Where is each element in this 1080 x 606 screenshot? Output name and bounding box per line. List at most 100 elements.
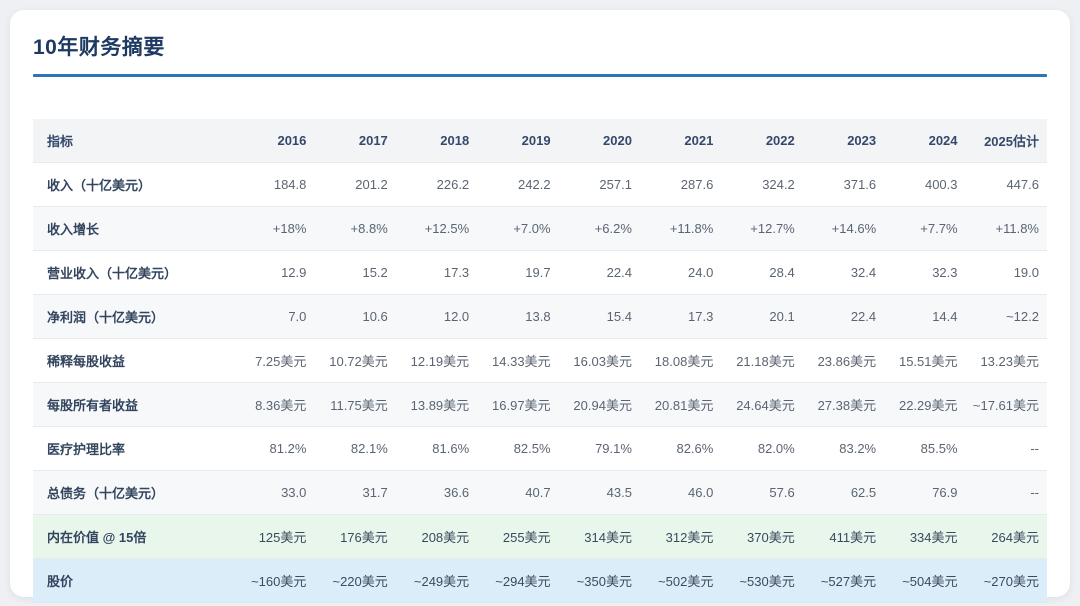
table-cell: 324.2 — [762, 177, 795, 192]
page-title: 10年财务摘要 — [33, 36, 165, 59]
table-cell: 287.6 — [680, 177, 714, 192]
table-cell: 7.25美元 — [255, 354, 307, 369]
table-row: 医疗护理比率 81.2% 82.1% 81.6% 82.5% 79.1% 82.6% 82.0… — [33, 426, 1047, 471]
table-cell: ~527美元 — [820, 574, 877, 589]
column-header-year: 2017 — [314, 119, 396, 163]
table-cell: 43.5 — [606, 485, 632, 500]
financial-summary-table: 指标 2016 2017 2018 2019 2020 2021 2022 2023 2024 2… — [33, 119, 1047, 603]
table-cell: 24.64美元 — [736, 398, 795, 413]
table-cell: 125美元 — [258, 530, 307, 545]
table-cell: 15.51美元 — [898, 354, 958, 369]
table-cell: ~17.61美元 — [972, 398, 1039, 413]
column-header-year: 2021 — [639, 119, 722, 163]
column-header-year: 2018 — [395, 119, 478, 163]
table-row: 每股所有者收益 8.36美元 11.75美元 13.89美元 16.97美元 20.94美… — [33, 382, 1047, 427]
column-header-indicator: 指标 — [33, 119, 233, 163]
table-cell: 12.19美元 — [410, 354, 470, 369]
table-cell: 16.97美元 — [492, 398, 551, 413]
table-cell: 13.89美元 — [410, 398, 470, 413]
table-cell: 32.3 — [932, 265, 958, 280]
table-cell: 82.0% — [757, 441, 795, 456]
table-cell: 62.5 — [850, 485, 877, 500]
table-cell: 21.18美元 — [736, 354, 795, 369]
table-cell: 208美元 — [421, 530, 470, 545]
table-cell: ~530美元 — [739, 574, 795, 589]
table-cell: 79.1% — [595, 441, 632, 456]
table-cell: ~249美元 — [413, 574, 470, 589]
table-cell: 14.33美元 — [492, 354, 551, 369]
table-cell: +18% — [272, 221, 307, 236]
table-row: 净利润（十亿美元） 7.0 10.6 12.0 13.8 15.4 17.3 20.1 22.4… — [33, 294, 1047, 339]
summary-card: 10年财务摘要 指标 2016 2017 2018 2019 2020 2021 2022 2… — [10, 10, 1070, 603]
table-cell: +12.5% — [424, 221, 470, 236]
table-cell: 22.29美元 — [898, 398, 958, 413]
table-cell: 83.2% — [839, 441, 877, 456]
row-label: 每股所有者收益 — [47, 398, 139, 413]
table-cell: 18.08美元 — [654, 354, 714, 369]
table-cell: +14.6% — [831, 221, 877, 236]
table-cell: +12.7% — [750, 221, 795, 236]
table-cell: 314美元 — [584, 530, 632, 545]
table-cell: 11.75美元 — [330, 398, 388, 413]
table-cell: +11.8% — [669, 221, 714, 236]
table-cell: 81.6% — [432, 441, 470, 456]
table-cell: 12.9 — [281, 265, 307, 280]
table-cell: 81.2% — [269, 441, 307, 456]
table-cell: 201.2 — [355, 177, 388, 192]
table-cell: ~294美元 — [495, 574, 551, 589]
table-cell: ~270美元 — [983, 574, 1039, 589]
column-header-year: 2024 — [884, 119, 966, 163]
row-label: 收入（十亿美元） — [47, 178, 152, 193]
table-cell: 20.94美元 — [573, 398, 632, 413]
column-header-year: 2023 — [802, 119, 885, 163]
row-label: 股价 — [47, 574, 74, 589]
table-cell: 22.4 — [606, 265, 632, 280]
table-cell: ~12.2 — [1006, 309, 1039, 324]
table-row: 股价 ~160美元 ~220美元 ~249美元 ~294美元 ~350美元 ~502美元 ~5… — [33, 558, 1047, 603]
title-underline — [33, 74, 1047, 77]
table-cell: 33.0 — [281, 485, 307, 500]
table-cell: ~504美元 — [902, 574, 958, 589]
column-header-year: 2025估计 — [965, 119, 1047, 163]
table-cell: 46.0 — [688, 485, 714, 500]
table-cell: 15.2 — [362, 265, 388, 280]
table-cell: 8.36美元 — [255, 398, 307, 413]
table-cell: ~160美元 — [251, 574, 307, 589]
table-row: 内在价值 @ 15倍 125美元 176美元 208美元 255美元 314美元 312美元… — [33, 514, 1047, 559]
row-label: 收入增长 — [47, 222, 100, 237]
table-cell: 82.5% — [513, 441, 551, 456]
table-cell: +6.2% — [594, 221, 632, 236]
row-label: 总债务（十亿美元） — [47, 486, 165, 501]
table-cell: 13.8 — [525, 309, 551, 324]
row-label: 净利润（十亿美元） — [47, 310, 165, 325]
table-cell: +11.8% — [995, 221, 1040, 236]
table-cell: 23.86美元 — [817, 354, 877, 369]
table-cell: 85.5% — [920, 441, 958, 456]
row-label: 稀释每股收益 — [47, 354, 126, 369]
table-cell: -- — [1030, 441, 1039, 456]
table-cell: 20.81美元 — [654, 398, 714, 413]
table-cell: ~350美元 — [576, 574, 632, 589]
table-cell: 27.38美元 — [817, 398, 877, 413]
row-label: 营业收入（十亿美元） — [47, 266, 178, 281]
table-cell: ~220美元 — [332, 574, 388, 589]
table-cell: 19.7 — [525, 265, 551, 280]
table-cell: 334美元 — [909, 530, 958, 545]
table-row: 收入（十亿美元） 184.8 201.2 226.2 242.2 257.1 287.6 32… — [33, 162, 1047, 207]
table-cell: 17.3 — [443, 265, 470, 280]
table-cell: 76.9 — [932, 485, 958, 500]
column-header-year: 2019 — [477, 119, 559, 163]
table-cell: 15.4 — [606, 309, 632, 324]
table-header-row: 指标 2016 2017 2018 2019 2020 2021 2022 2023 2024 2… — [33, 119, 1047, 163]
card-content: 10年财务摘要 指标 2016 2017 2018 2019 2020 2021 2022 2… — [10, 10, 1070, 603]
table-cell: 17.3 — [688, 309, 714, 324]
table-cell: ~502美元 — [658, 574, 714, 589]
table-cell: 24.0 — [688, 265, 714, 280]
table-header: 指标 2016 2017 2018 2019 2020 2021 2022 2023 2024 2… — [33, 119, 1047, 163]
table-cell: 184.8 — [273, 177, 307, 192]
table-row: 总债务（十亿美元） 33.0 31.7 36.6 40.7 43.5 46.0 57.6 62.… — [33, 470, 1047, 515]
table-cell: 10.6 — [362, 309, 388, 324]
column-header-year: 2022 — [721, 119, 803, 163]
table-cell: 13.23美元 — [980, 354, 1039, 369]
table-cell: +7.7% — [920, 221, 958, 236]
